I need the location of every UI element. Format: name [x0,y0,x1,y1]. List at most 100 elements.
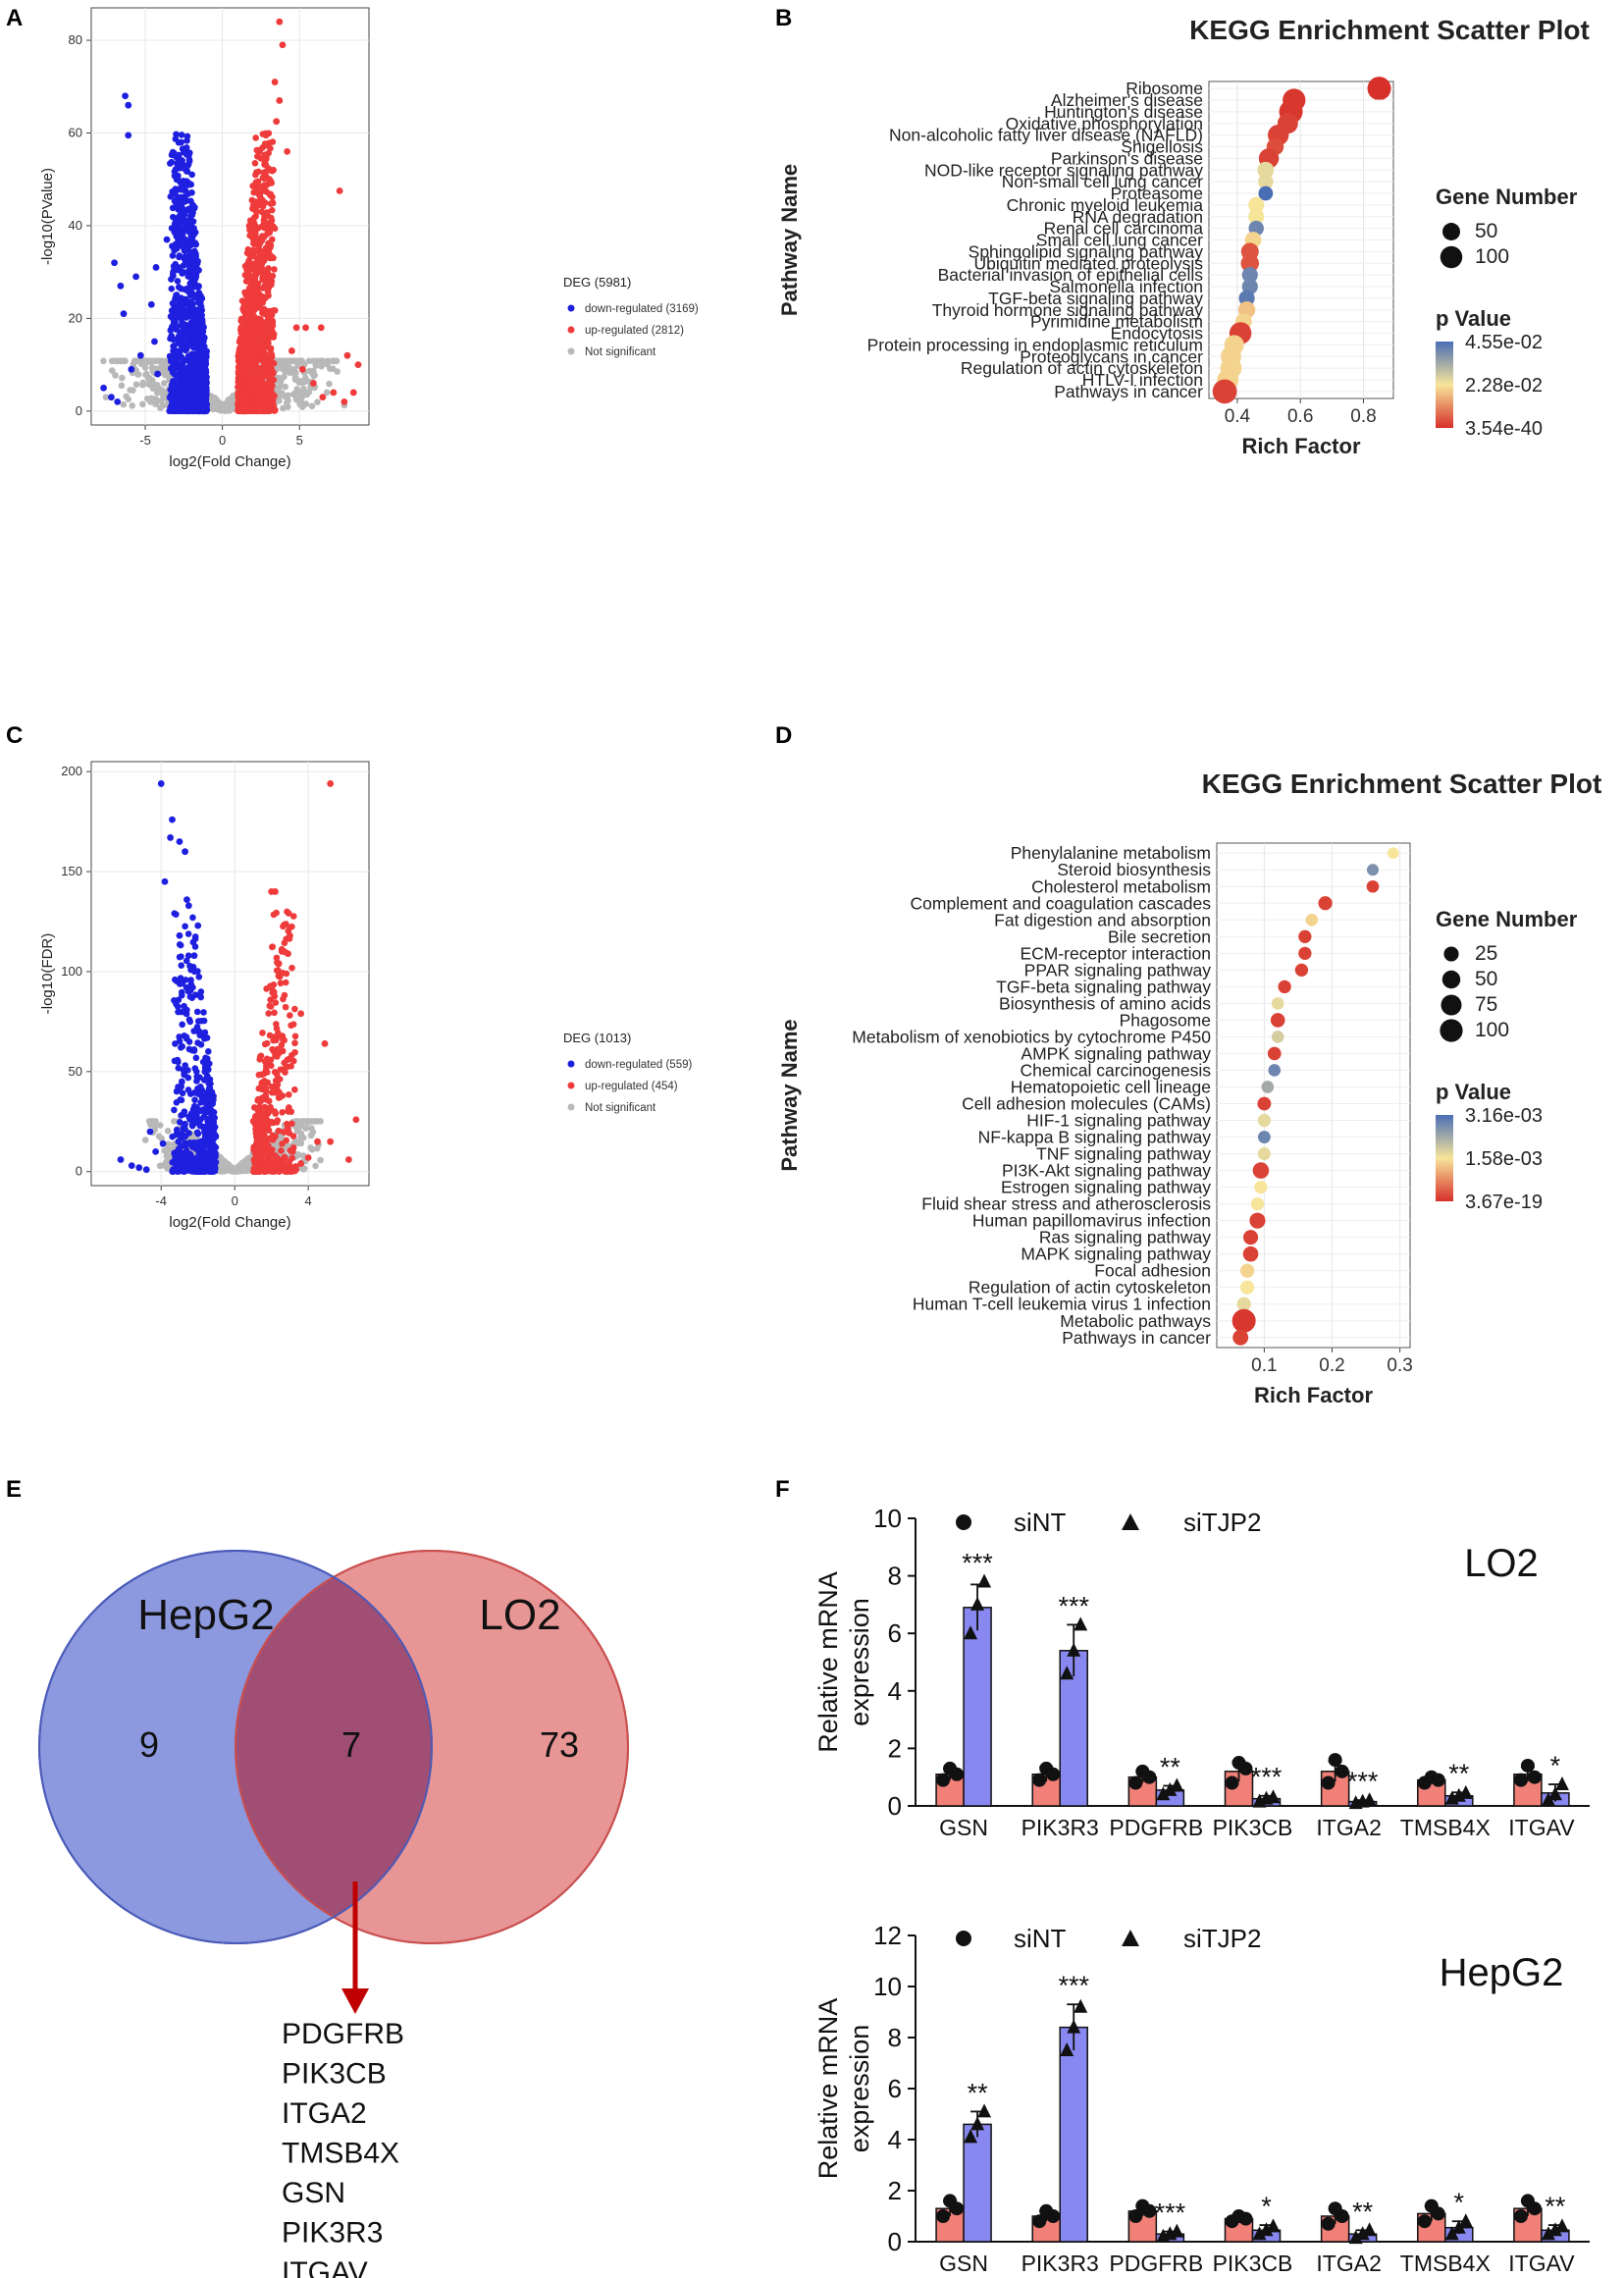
point-down-regulated [188,211,196,219]
point-down-regulated [201,397,209,404]
point-down-regulated [189,914,196,922]
x-tick-label: -4 [155,1193,167,1208]
point-down-regulated [185,381,193,388]
point-down-regulated [191,292,199,299]
point-not-significant [317,1156,324,1164]
point-up-regulated [268,180,275,186]
legend-marker [567,347,575,355]
point-not-significant [282,357,288,365]
point-down-regulated [185,301,192,309]
point-down-regulated [169,386,176,394]
point-up-regulated [270,166,277,174]
point-up-regulated [263,351,271,359]
point-up-regulated [259,285,267,291]
point-up-regulated [238,402,246,409]
y-tick-label: 50 [69,1064,82,1079]
x-tick-label: 0.4 [1225,406,1251,427]
chart-title: KEGG Enrichment Scatter Plot [1189,15,1590,45]
point-up-regulated [253,373,261,381]
point-down-regulated [184,217,191,225]
point-up-regulated [247,405,255,413]
point-down-regulated [180,406,187,414]
point-up-regulated [237,329,245,337]
point-down-regulated [168,285,176,292]
point-not-significant [292,396,300,403]
size-legend-marker [1442,223,1460,240]
point-up-regulated [262,173,270,181]
point-down-regulated [117,282,125,290]
point-down-regulated [100,384,107,392]
point-up-regulated [241,342,249,349]
point-up-regulated [267,144,274,152]
point-down-regulated [173,401,181,409]
point-not-significant [298,1122,305,1130]
point-up-regulated [263,154,270,161]
point-down-regulated [199,358,207,366]
point-down-regulated [168,323,176,331]
point-not-significant [141,1137,149,1143]
point-down-regulated [187,312,195,319]
point-up-regulated [298,365,306,373]
point-down-regulated [168,158,176,166]
point-not-significant [300,385,307,393]
point-down-regulated [195,404,202,412]
data-points [100,18,362,415]
point-down-regulated [195,389,203,396]
point-down-regulated [181,165,188,172]
panel-letter-d: D [775,722,792,749]
point-up-regulated [246,232,253,239]
point-not-significant [161,1147,169,1154]
point-not-significant [130,387,136,394]
point-down-regulated [170,313,178,321]
point-up-regulated [248,368,255,376]
point-not-significant [165,1140,173,1147]
x-tick-label: 0 [232,1193,238,1208]
point-not-significant [100,357,107,365]
point-up-regulated [244,330,252,338]
point-down-regulated [188,229,196,237]
point-up-regulated [261,387,269,394]
point-not-significant [152,365,160,373]
y-tick-label: 150 [61,864,82,878]
point-up-regulated [246,352,254,360]
point-up-regulated [252,207,259,214]
point-up-regulated [253,319,261,326]
point-up-regulated [269,138,277,145]
point-down-regulated [195,310,203,318]
point-up-regulated [288,347,295,354]
point-not-significant [296,400,303,407]
point-up-regulated [259,274,266,282]
point-down-regulated [178,342,185,348]
point-up-regulated [269,272,277,280]
point-down-regulated [183,145,189,152]
y-axis-label: -log10(FDR) [39,933,56,1015]
point-down-regulated [183,132,191,140]
point-up-regulated [257,400,264,408]
point-down-regulated [191,260,199,268]
point-down-regulated [188,351,196,358]
point-not-significant [297,1130,305,1138]
point-down-regulated [179,270,185,277]
point-down-regulated [174,176,182,183]
point-not-significant [160,401,167,409]
color-legend-title: p Value [1436,306,1511,331]
point-not-significant [156,357,163,365]
point-up-regulated [256,184,263,190]
point-down-regulated [189,402,197,410]
point-not-significant [308,1125,315,1132]
point-up-regulated [269,199,277,206]
x-axis-label: Rich Factor [1241,434,1360,458]
point-up-regulated [341,397,348,405]
point-up-regulated [250,248,258,256]
point-up-regulated [261,213,268,220]
point-not-significant [281,373,288,381]
point-up-regulated [354,361,362,369]
point-down-regulated [171,220,179,228]
y-tick-label: 20 [69,310,82,325]
point-down-regulated [152,264,160,271]
point-up-regulated [261,294,269,302]
point-down-regulated [125,101,132,109]
point-up-regulated [251,159,259,167]
point-not-significant [317,357,324,365]
